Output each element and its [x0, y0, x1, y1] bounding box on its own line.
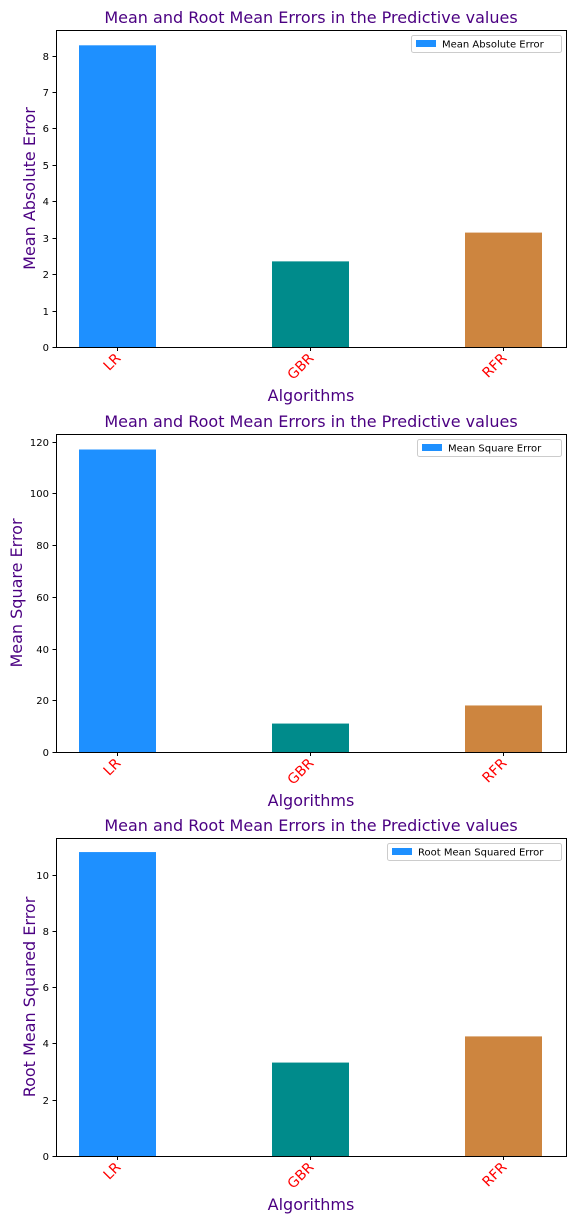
y-tick-label: 1: [43, 307, 49, 318]
legend-label: Mean Square Error: [448, 444, 542, 455]
bar-gbr: [272, 261, 349, 347]
y-tick-label: 2: [43, 1096, 49, 1107]
x-axis-label: Algorithms: [268, 791, 355, 810]
y-tick-label: 3: [43, 234, 49, 245]
legend-box: [417, 439, 562, 457]
chart-panel-3: Mean and Root Mean Errors in the Predict…: [20, 816, 567, 1214]
y-axis-label: Mean Absolute Error: [20, 107, 39, 270]
x-tick-label-rfr: RFR: [480, 755, 511, 786]
y-tick-label: 6: [43, 124, 49, 135]
bar-gbr: [272, 723, 349, 752]
bar-lr: [79, 45, 156, 348]
chart-panel-2: Mean and Root Mean Errors in the Predict…: [7, 412, 567, 810]
chart-title: Mean and Root Mean Errors in the Predict…: [104, 412, 517, 431]
x-tick-label-lr: LR: [101, 1159, 125, 1183]
x-axis-label: Algorithms: [268, 386, 355, 405]
y-tick-label: 10: [36, 871, 49, 882]
x-tick-label-rfr: RFR: [480, 1159, 511, 1190]
y-tick-label: 0: [43, 748, 49, 759]
legend: Mean Square Error: [417, 439, 562, 457]
x-tick-label-gbr: GBR: [285, 755, 318, 788]
y-tick-label: 20: [36, 696, 49, 707]
y-tick-label: 8: [43, 52, 49, 63]
legend-box: [411, 35, 562, 53]
y-tick-label: 5: [43, 161, 49, 172]
y-tick-label: 8: [43, 927, 49, 938]
axes-frame: [56, 838, 567, 1157]
y-tick-label: 4: [43, 197, 49, 208]
legend: Root Mean Squared Error: [387, 843, 562, 861]
bar-lr: [79, 449, 156, 752]
bar-gbr: [272, 1062, 349, 1156]
y-tick-label: 7: [43, 88, 49, 99]
y-axis-label: Root Mean Squared Error: [20, 896, 39, 1097]
y-tick-label: 6: [43, 983, 49, 994]
legend: Mean Absolute Error: [411, 35, 562, 53]
axes-frame: [56, 30, 567, 348]
axes-frame: [56, 434, 567, 753]
bar-rfr: [465, 705, 542, 752]
y-tick-label: 120: [30, 438, 49, 449]
chart-panel-1: Mean and Root Mean Errors in the Predict…: [20, 8, 567, 405]
bar-lr: [79, 852, 156, 1156]
x-tick-label-lr: LR: [101, 755, 125, 779]
legend-box: [387, 843, 562, 861]
legend-swatch: [392, 848, 412, 855]
legend-swatch: [422, 444, 442, 451]
bar-rfr: [465, 1036, 542, 1156]
x-axis-label: Algorithms: [268, 1195, 355, 1214]
y-tick-label: 2: [43, 270, 49, 281]
x-tick-label-rfr: RFR: [480, 350, 511, 381]
x-tick-label-gbr: GBR: [285, 1159, 318, 1192]
chart-title: Mean and Root Mean Errors in the Predict…: [104, 8, 517, 27]
x-tick-label-gbr: GBR: [285, 350, 318, 383]
bar-rfr: [465, 232, 542, 347]
y-tick-label: 4: [43, 1039, 49, 1050]
y-tick-label: 60: [36, 593, 49, 604]
y-tick-label: 40: [36, 645, 49, 656]
y-tick-label: 0: [43, 1152, 49, 1163]
chart-title: Mean and Root Mean Errors in the Predict…: [104, 816, 517, 835]
y-axis-label: Mean Square Error: [7, 518, 26, 668]
x-tick-label-lr: LR: [101, 350, 125, 374]
legend-label: Mean Absolute Error: [442, 40, 545, 51]
y-tick-label: 100: [30, 489, 49, 500]
y-tick-label: 0: [43, 343, 49, 354]
legend-swatch: [416, 40, 436, 47]
legend-label: Root Mean Squared Error: [418, 848, 544, 859]
y-tick-label: 80: [36, 541, 49, 552]
